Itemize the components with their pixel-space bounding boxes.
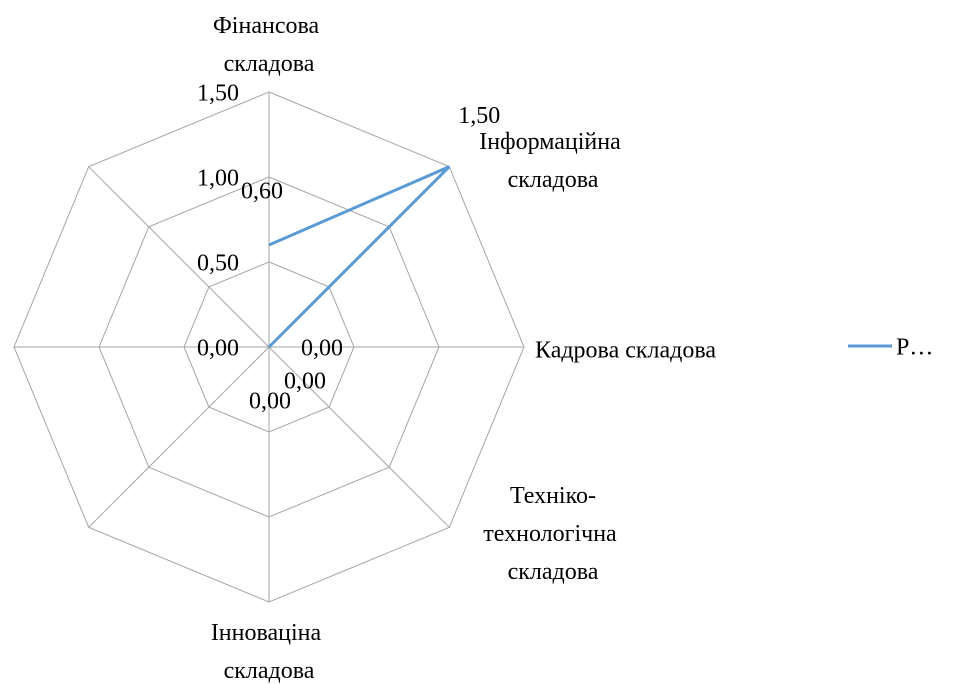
spoke xyxy=(268,346,450,528)
category-label: Фінансова складова xyxy=(213,13,325,77)
y-tick-label: 0,50 xyxy=(197,251,239,277)
series-line xyxy=(267,165,451,349)
category-label: Техніко-технологічна складова xyxy=(483,483,622,585)
data-label: 0,60 xyxy=(241,179,283,205)
spoke xyxy=(88,346,270,528)
legend-label: Р… xyxy=(896,335,933,361)
y-tick-label: 0,00 xyxy=(197,336,239,362)
category-label: Кадрова складова xyxy=(535,338,716,364)
y-tick-label: 1,50 xyxy=(197,81,239,107)
spoke xyxy=(88,166,270,348)
category-label: Інформаційна складова xyxy=(479,129,627,193)
data-label: 0,00 xyxy=(249,389,291,415)
category-label: Інноваціна складова xyxy=(211,620,327,684)
data-label: 0,00 xyxy=(301,336,343,362)
data-label: 0,00 xyxy=(284,369,326,395)
data-label: 1,50 xyxy=(458,103,500,129)
y-tick-label: 1,00 xyxy=(197,166,239,192)
